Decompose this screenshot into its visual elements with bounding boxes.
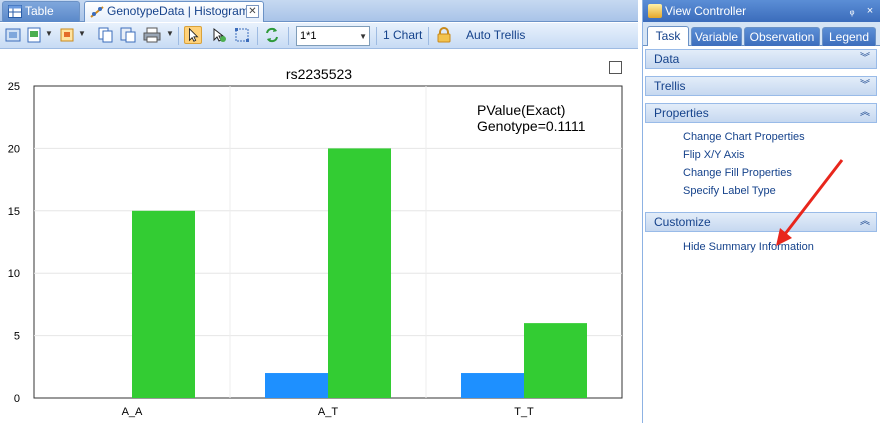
paste-icon[interactable] (119, 26, 137, 44)
y-tick-label: 10 (8, 268, 20, 280)
task-pane: Data ︾ Trellis ︾ Properties ︽ Change Cha… (643, 46, 880, 423)
y-tick-label: 15 (8, 206, 20, 218)
chart-title: rs2235523 (285, 66, 353, 82)
expand-chevron-icon[interactable]: ︾ (860, 53, 870, 64)
chart-count-button[interactable]: 1 Chart (383, 28, 423, 42)
layout-combo[interactable]: 1*1 ▼ (296, 26, 370, 46)
brush-select-icon[interactable] (210, 26, 228, 44)
tab-label: GenotypeData | Histogram (107, 4, 249, 18)
section-title: Customize (654, 215, 711, 229)
auto-trellis-button[interactable]: Auto Trellis (466, 28, 526, 42)
toolbar-divider (288, 27, 289, 45)
document-tab-bar: Table GenotypeData | Histogram ✕ (0, 0, 638, 22)
close-icon[interactable]: × (866, 5, 874, 17)
document-area: Table GenotypeData | Histogram ✕ ▼ ▼ ▼ (0, 0, 638, 423)
summary-line: Genotype=0.1111 (477, 118, 586, 134)
toolbar-divider (257, 27, 258, 45)
link-flip-xy-axis[interactable]: Flip X/Y Axis (683, 149, 745, 161)
x-tick-label: A_A (122, 406, 143, 418)
layout-value: 1*1 (300, 30, 317, 42)
expand-chevron-icon[interactable]: ︾ (860, 80, 870, 91)
section-customize-header[interactable]: Customize ︽ (645, 212, 877, 232)
chevron-down-icon[interactable]: ▼ (166, 29, 174, 38)
print-icon[interactable] (143, 26, 161, 44)
summary-line: PValue(Exact) (477, 102, 566, 118)
chart-toolbar: ▼ ▼ ▼ 1*1 ▼ 1 Chart Au (0, 23, 638, 49)
y-tick-label: 5 (14, 331, 20, 343)
lock-icon[interactable] (435, 26, 453, 44)
bar-A_T-s0 (265, 373, 328, 398)
panel-tabs: Task Variable Observation Legend (643, 24, 880, 47)
collapse-chevron-icon[interactable]: ︽ (860, 107, 870, 118)
bar-T_T-s1 (524, 323, 587, 398)
export-image-icon[interactable] (4, 26, 22, 44)
section-data-header[interactable]: Data ︾ (645, 49, 877, 69)
toolbar-divider (376, 27, 377, 45)
tab-label: Table (25, 4, 54, 18)
tab-legend[interactable]: Legend (822, 27, 876, 47)
link-hide-summary-information[interactable]: Hide Summary Information (683, 241, 814, 253)
table-icon (8, 5, 22, 18)
collapse-chevron-icon[interactable]: ︽ (860, 216, 870, 227)
view-controller-panel: View Controller ᵩ × Task Variable Observ… (642, 0, 880, 423)
panel-title: View Controller (665, 4, 747, 18)
chevron-down-icon[interactable]: ▼ (78, 29, 86, 38)
save-chart-icon[interactable] (25, 26, 43, 44)
y-tick-label: 20 (8, 143, 20, 155)
tab-variable[interactable]: Variable (691, 27, 742, 47)
section-title: Data (654, 52, 680, 66)
tab-observation[interactable]: Observation (744, 27, 820, 47)
close-tab-icon[interactable]: ✕ (246, 5, 259, 18)
y-tick-label: 25 (8, 81, 20, 93)
tab-task[interactable]: Task (647, 26, 689, 47)
zoom-fit-icon[interactable] (233, 26, 251, 44)
chart-checkbox[interactable] (609, 61, 622, 74)
x-tick-label: T_T (514, 406, 534, 418)
histogram-chart: 0 5 10 15 20 25 A_A A_T T_T rs2235523 PValue(Exa… (0, 60, 638, 423)
summary-information: PValue(Exact) Genotype=0.1111 (477, 102, 586, 134)
bar-A_A-s1 (132, 210, 195, 398)
tab-table[interactable]: Table (2, 1, 80, 22)
link-change-chart-properties[interactable]: Change Chart Properties (683, 131, 805, 143)
link-specify-label-type[interactable]: Specify Label Type (683, 185, 776, 197)
bar-A_T-s1 (328, 148, 391, 398)
copy-icon[interactable] (96, 26, 114, 44)
bar-T_T-s0 (461, 373, 524, 398)
tab-histogram[interactable]: GenotypeData | Histogram ✕ (84, 1, 264, 22)
panel-header: View Controller ᵩ × (643, 0, 880, 22)
link-change-fill-properties[interactable]: Change Fill Properties (683, 167, 792, 179)
view-controller-icon (648, 4, 662, 18)
y-tick-label: 0 (14, 393, 20, 405)
refresh-icon[interactable] (263, 26, 281, 44)
annotation-arrow-icon (776, 159, 844, 246)
open-chart-icon[interactable] (58, 26, 76, 44)
chart-canvas: 0 5 10 15 20 25 A_A A_T T_T (8, 81, 623, 418)
section-title: Properties (654, 106, 709, 120)
section-properties-header[interactable]: Properties ︽ (645, 103, 877, 123)
toolbar-divider (178, 27, 179, 45)
section-trellis-header[interactable]: Trellis ︾ (645, 76, 877, 96)
histogram-icon (90, 6, 104, 18)
pin-icon[interactable]: ᵩ (849, 5, 855, 17)
section-title: Trellis (654, 79, 686, 93)
select-pointer-icon[interactable] (184, 26, 202, 44)
chevron-down-icon[interactable]: ▼ (45, 29, 53, 38)
x-tick-label: A_T (318, 406, 338, 418)
toolbar-divider (428, 27, 429, 45)
chevron-down-icon[interactable]: ▼ (359, 32, 367, 41)
